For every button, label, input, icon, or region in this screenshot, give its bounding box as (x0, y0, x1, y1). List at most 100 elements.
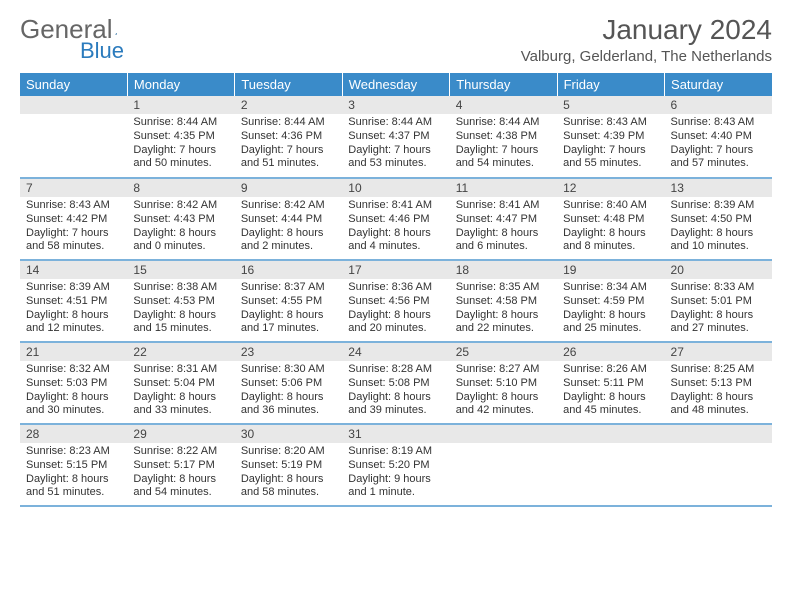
day-data: Sunrise: 8:43 AMSunset: 4:42 PMDaylight:… (20, 197, 127, 258)
day-data: Sunrise: 8:31 AMSunset: 5:04 PMDaylight:… (127, 361, 234, 422)
sunset-text: Sunset: 5:01 PM (671, 295, 766, 309)
day-number: 5 (557, 96, 664, 114)
sunrise-text: Sunrise: 8:32 AM (26, 363, 121, 377)
calendar-cell: 22Sunrise: 8:31 AMSunset: 5:04 PMDayligh… (127, 342, 234, 424)
day-data: Sunrise: 8:36 AMSunset: 4:56 PMDaylight:… (342, 279, 449, 340)
day-number: 12 (557, 179, 664, 197)
day-data: Sunrise: 8:27 AMSunset: 5:10 PMDaylight:… (450, 361, 557, 422)
sunset-text: Sunset: 5:19 PM (241, 459, 336, 473)
day-data: Sunrise: 8:26 AMSunset: 5:11 PMDaylight:… (557, 361, 664, 422)
day-data: Sunrise: 8:28 AMSunset: 5:08 PMDaylight:… (342, 361, 449, 422)
sunset-text: Sunset: 4:48 PM (563, 213, 658, 227)
sunrise-text: Sunrise: 8:30 AM (241, 363, 336, 377)
sunset-text: Sunset: 4:58 PM (456, 295, 551, 309)
sunset-text: Sunset: 4:40 PM (671, 130, 766, 144)
day-number: 30 (235, 425, 342, 443)
day-data: Sunrise: 8:34 AMSunset: 4:59 PMDaylight:… (557, 279, 664, 340)
daylight-text: Daylight: 8 hours and 45 minutes. (563, 391, 658, 419)
sunrise-text: Sunrise: 8:40 AM (563, 199, 658, 213)
day-data: Sunrise: 8:22 AMSunset: 5:17 PMDaylight:… (127, 443, 234, 504)
daylight-text: Daylight: 7 hours and 55 minutes. (563, 144, 658, 172)
sunrise-text: Sunrise: 8:34 AM (563, 281, 658, 295)
sunrise-text: Sunrise: 8:42 AM (133, 199, 228, 213)
sunrise-text: Sunrise: 8:35 AM (456, 281, 551, 295)
sunrise-text: Sunrise: 8:39 AM (26, 281, 121, 295)
day-number: 7 (20, 179, 127, 197)
day-data: Sunrise: 8:39 AMSunset: 4:50 PMDaylight:… (665, 197, 772, 258)
sunrise-text: Sunrise: 8:27 AM (456, 363, 551, 377)
calendar-cell (450, 424, 557, 506)
sunset-text: Sunset: 5:04 PM (133, 377, 228, 391)
logo-text-blue: Blue (80, 38, 124, 64)
day-number: 10 (342, 179, 449, 197)
calendar-cell: 31Sunrise: 8:19 AMSunset: 5:20 PMDayligh… (342, 424, 449, 506)
sunset-text: Sunset: 4:39 PM (563, 130, 658, 144)
sunrise-text: Sunrise: 8:36 AM (348, 281, 443, 295)
sunset-text: Sunset: 4:46 PM (348, 213, 443, 227)
sunset-text: Sunset: 4:35 PM (133, 130, 228, 144)
day-number: 20 (665, 261, 772, 279)
daylight-text: Daylight: 7 hours and 53 minutes. (348, 144, 443, 172)
sunrise-text: Sunrise: 8:43 AM (563, 116, 658, 130)
daylight-text: Daylight: 8 hours and 30 minutes. (26, 391, 121, 419)
day-number: 26 (557, 343, 664, 361)
sunset-text: Sunset: 5:06 PM (241, 377, 336, 391)
day-number: 4 (450, 96, 557, 114)
sunrise-text: Sunrise: 8:43 AM (671, 116, 766, 130)
sunrise-text: Sunrise: 8:44 AM (348, 116, 443, 130)
day-number: 16 (235, 261, 342, 279)
sunset-text: Sunset: 4:36 PM (241, 130, 336, 144)
sunrise-text: Sunrise: 8:38 AM (133, 281, 228, 295)
day-number: 6 (665, 96, 772, 114)
day-data: Sunrise: 8:35 AMSunset: 4:58 PMDaylight:… (450, 279, 557, 340)
sunrise-text: Sunrise: 8:19 AM (348, 445, 443, 459)
day-number: 25 (450, 343, 557, 361)
day-data: Sunrise: 8:44 AMSunset: 4:35 PMDaylight:… (127, 114, 234, 175)
sunset-text: Sunset: 5:10 PM (456, 377, 551, 391)
calendar-cell: 29Sunrise: 8:22 AMSunset: 5:17 PMDayligh… (127, 424, 234, 506)
sunrise-text: Sunrise: 8:44 AM (241, 116, 336, 130)
logo-triangle-icon (115, 22, 118, 38)
day-number: 27 (665, 343, 772, 361)
calendar-cell: 1Sunrise: 8:44 AMSunset: 4:35 PMDaylight… (127, 96, 234, 178)
sunset-text: Sunset: 5:11 PM (563, 377, 658, 391)
daylight-text: Daylight: 7 hours and 58 minutes. (26, 227, 121, 255)
day-number: 2 (235, 96, 342, 114)
calendar-cell: 8Sunrise: 8:42 AMSunset: 4:43 PMDaylight… (127, 178, 234, 260)
day-number: 24 (342, 343, 449, 361)
day-data: Sunrise: 8:32 AMSunset: 5:03 PMDaylight:… (20, 361, 127, 422)
calendar-week: 28Sunrise: 8:23 AMSunset: 5:15 PMDayligh… (20, 424, 772, 506)
day-number: 14 (20, 261, 127, 279)
logo: General Blue (20, 14, 137, 45)
daylight-text: Daylight: 8 hours and 33 minutes. (133, 391, 228, 419)
day-data: Sunrise: 8:19 AMSunset: 5:20 PMDaylight:… (342, 443, 449, 504)
day-data: Sunrise: 8:44 AMSunset: 4:37 PMDaylight:… (342, 114, 449, 175)
calendar-cell: 11Sunrise: 8:41 AMSunset: 4:47 PMDayligh… (450, 178, 557, 260)
calendar-cell: 19Sunrise: 8:34 AMSunset: 4:59 PMDayligh… (557, 260, 664, 342)
daylight-text: Daylight: 8 hours and 54 minutes. (133, 473, 228, 501)
sunset-text: Sunset: 4:38 PM (456, 130, 551, 144)
sunrise-text: Sunrise: 8:23 AM (26, 445, 121, 459)
calendar-cell: 26Sunrise: 8:26 AMSunset: 5:11 PMDayligh… (557, 342, 664, 424)
day-number: 21 (20, 343, 127, 361)
day-data: Sunrise: 8:43 AMSunset: 4:39 PMDaylight:… (557, 114, 664, 175)
daylight-text: Daylight: 8 hours and 51 minutes. (26, 473, 121, 501)
sunset-text: Sunset: 5:08 PM (348, 377, 443, 391)
sunset-text: Sunset: 4:47 PM (456, 213, 551, 227)
col-saturday: Saturday (665, 73, 772, 96)
daylight-text: Daylight: 8 hours and 17 minutes. (241, 309, 336, 337)
calendar-week: 14 Sunrise: 8:39 AMSunset: 4:51 PM Dayligh… (20, 260, 772, 342)
sunset-text: Sunset: 4:53 PM (133, 295, 228, 309)
col-friday: Friday (557, 73, 664, 96)
calendar-cell: 10Sunrise: 8:41 AMSunset: 4:46 PMDayligh… (342, 178, 449, 260)
header: General Blue January 2024 Valburg, Gelde… (20, 14, 772, 65)
daylight-text: Daylight: 8 hours and 0 minutes. (133, 227, 228, 255)
day-data: Sunrise: 8:25 AMSunset: 5:13 PMDaylight:… (665, 361, 772, 422)
calendar-cell: 9Sunrise: 8:42 AMSunset: 4:44 PMDaylight… (235, 178, 342, 260)
sunset-text: Sunset: 4:51 PM (26, 295, 121, 309)
daylight-text: Daylight: 7 hours and 51 minutes. (241, 144, 336, 172)
calendar-cell (557, 424, 664, 506)
sunrise-text: Sunrise: 8:33 AM (671, 281, 766, 295)
calendar-cell: 15Sunrise: 8:38 AMSunset: 4:53 PMDayligh… (127, 260, 234, 342)
day-number: 11 (450, 179, 557, 197)
